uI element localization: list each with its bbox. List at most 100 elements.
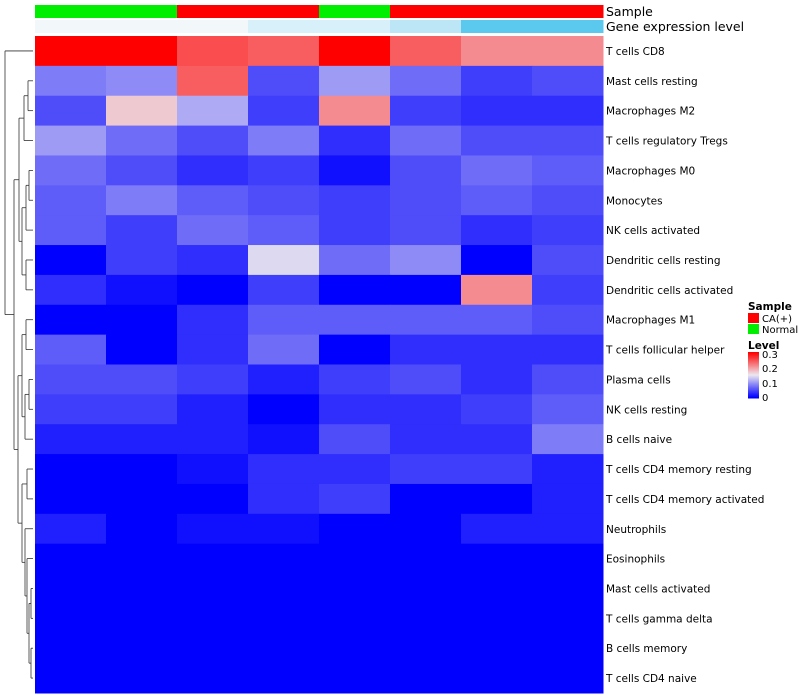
colorbar-segment (748, 360, 759, 362)
heatmap-cell (248, 424, 320, 455)
colorbar-segment (748, 381, 759, 384)
sample-annotation-cell (461, 5, 533, 18)
sample-annotation-cell (106, 5, 178, 18)
row-label: Mast cells resting (606, 76, 698, 88)
colorbar-segment (748, 352, 759, 354)
heatmap-cell (461, 304, 533, 336)
heatmap-cell (461, 394, 533, 425)
heatmap-cell (106, 274, 178, 306)
heatmap-cell (319, 424, 391, 455)
heatmap-cell (248, 603, 320, 634)
heatmap-cell (248, 633, 320, 664)
heatmap-cell (106, 573, 178, 604)
heatmap-cell (319, 513, 391, 545)
heatmap-cell (35, 394, 107, 425)
legend-swatch-ca (748, 313, 759, 323)
heatmap-cell (248, 274, 320, 306)
colorbar-segment (748, 371, 759, 374)
colorbar-segment (748, 368, 759, 370)
heatmap-cell (532, 334, 604, 365)
heatmap-cell (106, 245, 178, 276)
heatmap-cell (390, 125, 462, 156)
heatmap-cell (248, 573, 320, 604)
heatmap-cell (461, 513, 533, 545)
colorbar-segment (748, 383, 759, 385)
heatmap-cell (106, 394, 178, 425)
heatmap-cell (390, 633, 462, 664)
colorbar-segment (748, 373, 759, 376)
heatmap-cell (177, 573, 249, 604)
heatmap-cell (390, 95, 462, 127)
heatmap-cell (390, 483, 462, 515)
heatmap-cell (532, 36, 604, 67)
heatmap-cell (35, 483, 107, 515)
expression-annotation-cell (35, 20, 107, 33)
heatmap-cell (248, 185, 320, 216)
colorbar-segment (748, 362, 759, 364)
heatmap-cell (248, 663, 320, 694)
row-label: Macrophages M0 (606, 165, 695, 177)
heatmap-cell (390, 245, 462, 276)
heatmap-cell (532, 513, 604, 545)
sample-annotation-cell (532, 5, 604, 18)
heatmap-cell (35, 663, 107, 694)
heatmap-cell (390, 274, 462, 306)
row-label: Monocytes (606, 195, 663, 207)
colorbar-segment (748, 384, 759, 386)
heatmap-cell (177, 65, 249, 97)
heatmap-cell (106, 36, 178, 67)
colorbar-segment (748, 385, 759, 387)
heatmap-cell (390, 424, 462, 455)
row-label: Neutrophils (606, 524, 666, 536)
expression-annotation-cell (177, 20, 249, 33)
heatmap-cell (532, 424, 604, 455)
heatmap-cell (177, 513, 249, 545)
row-label: T cells CD8 (605, 46, 665, 58)
colorbar-segment (748, 379, 759, 382)
heatmap-cell (177, 125, 249, 156)
level-tick-0-2: 0.2 (762, 364, 778, 375)
expression-annotation-cell (390, 20, 462, 33)
heatmap-cell (177, 215, 249, 246)
colorbar-segment (748, 353, 759, 355)
sample-annotation-cell (35, 5, 107, 18)
row-label: B cells memory (606, 643, 687, 655)
heatmap-cell (461, 185, 533, 216)
row-label: Macrophages M1 (606, 315, 695, 327)
colorbar-segment (748, 372, 759, 375)
heatmap-cell (106, 304, 178, 336)
heatmap-cell (177, 304, 249, 336)
heatmap-cell (35, 95, 107, 127)
heatmap-cell (532, 663, 604, 694)
heatmap-cell (177, 603, 249, 634)
colorbar-segment (748, 369, 759, 371)
heatmap-cell (390, 65, 462, 97)
colorbar-segment (748, 389, 759, 392)
level-tick-0: 0 (762, 393, 768, 404)
heatmap-cell (319, 543, 391, 575)
heatmap-cell (35, 573, 107, 604)
heatmap-cell (532, 125, 604, 156)
heatmap-cell (319, 215, 391, 246)
colorbar-segment (748, 356, 759, 359)
heatmap-cell (461, 125, 533, 156)
heatmap-cell (461, 633, 533, 664)
level-tick-0-3: 0.3 (762, 350, 778, 361)
heatmap-cell (319, 663, 391, 694)
heatmap-cell (532, 394, 604, 425)
heatmap-cell (177, 95, 249, 127)
heatmap-cell (177, 454, 249, 485)
heatmap-cell (177, 364, 249, 395)
expression-annotation-cell (106, 20, 178, 33)
heatmap-cell (177, 424, 249, 455)
colorbar-segment (748, 387, 759, 390)
heatmap-cell (35, 364, 107, 395)
heatmap-cell (319, 364, 391, 395)
colorbar-segment (748, 395, 759, 398)
sample-annotation-cell (390, 5, 462, 18)
heatmap-cell (390, 36, 462, 67)
colorbar-segment (748, 376, 759, 378)
heatmap-cell (319, 125, 391, 156)
